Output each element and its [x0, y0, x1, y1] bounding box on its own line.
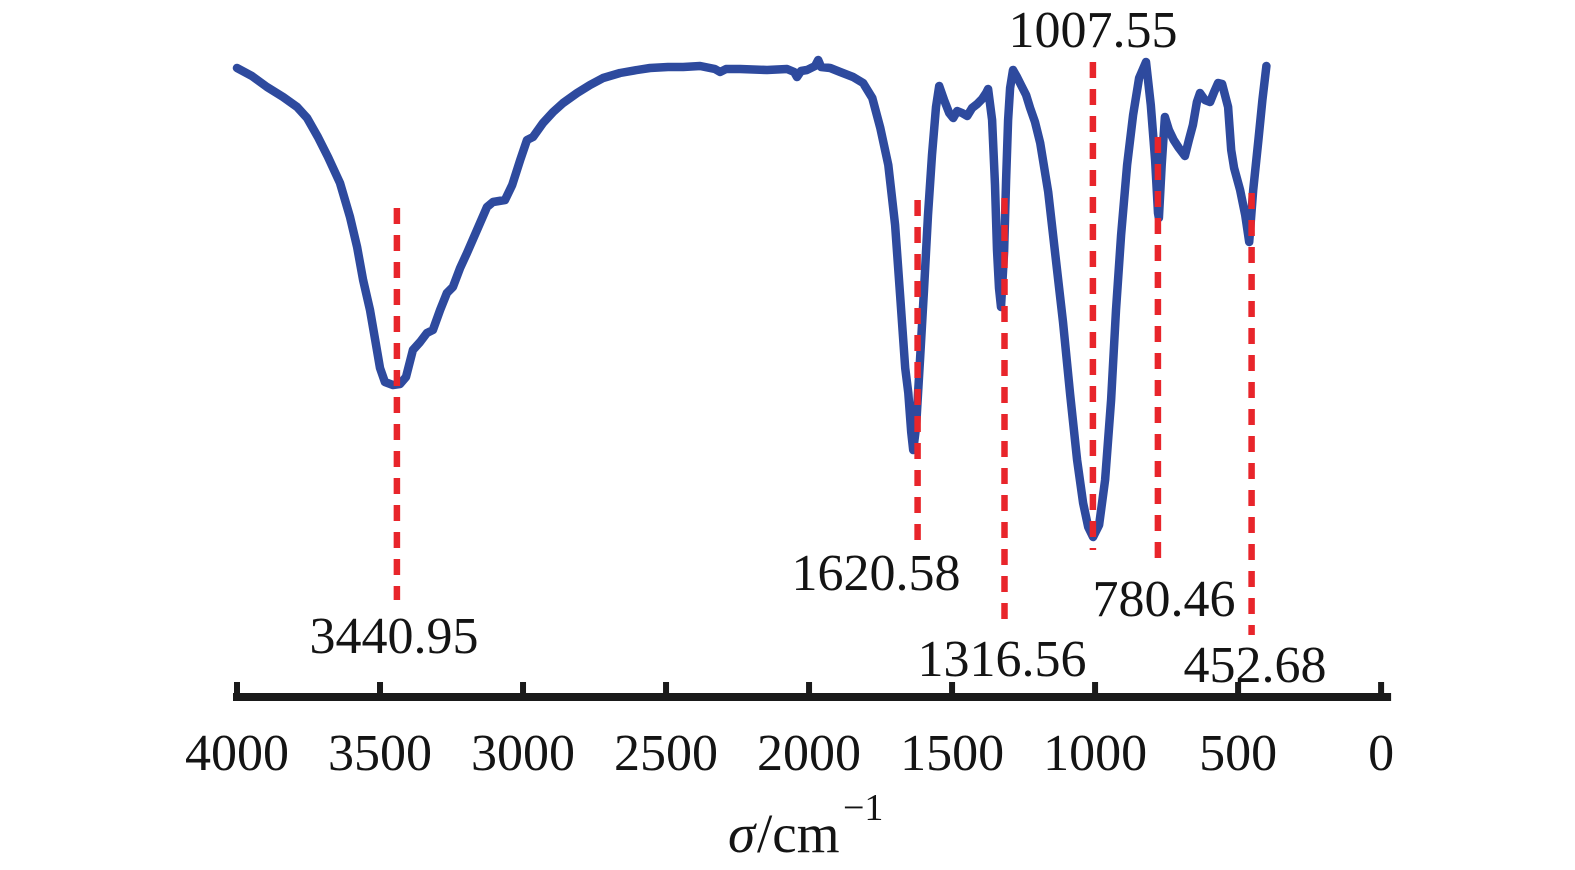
x-axis-tick-label: 4000: [185, 725, 289, 782]
peak-label: 1007.55: [1009, 2, 1178, 59]
x-axis-tick: [806, 682, 813, 694]
peak-label: 780.46: [1093, 571, 1236, 628]
x-axis-title: σ /cm −1: [728, 787, 883, 864]
x-axis-tick: [663, 682, 670, 694]
x-axis-tick-label: 1000: [1043, 725, 1147, 782]
x-axis-title-superscript: −1: [843, 787, 883, 829]
peak-label: 1316.56: [918, 631, 1087, 688]
x-axis-tick-label: 1500: [900, 725, 1004, 782]
x-axis-tick-label: 500: [1199, 725, 1277, 782]
x-axis-tick: [949, 682, 956, 694]
peak-label: 452.68: [1184, 637, 1327, 694]
x-axis-line: [233, 693, 1392, 701]
x-axis-tick: [1378, 682, 1385, 694]
x-axis-title-sigma: σ: [728, 803, 757, 864]
x-axis-tick: [520, 682, 527, 694]
spectrum-curve-layer: [232, 55, 1271, 542]
peak-label: 3440.95: [310, 608, 479, 665]
x-axis-tick: [1235, 682, 1242, 694]
peak-marker-layer: 3440.95 1620.58 1316.56 1007.55 780.46 452.68: [310, 2, 1327, 694]
x-axis-tick-label: 0: [1368, 725, 1394, 782]
x-axis-tick-label: 3500: [328, 725, 432, 782]
peak-label: 1620.58: [792, 545, 961, 602]
x-axis-tick: [377, 682, 384, 694]
spectrum-curve: [232, 55, 1271, 542]
x-axis-tick-label: 3000: [471, 725, 575, 782]
x-axis-tick-label: 2000: [757, 725, 861, 782]
x-axis-title-unit: /cm: [757, 803, 839, 864]
x-axis-tick: [234, 682, 240, 694]
x-axis-tick: [1092, 682, 1099, 694]
x-axis-layer: 4000 3500 3000 2500 2000 1500 1000 500 0: [185, 682, 1394, 782]
x-axis-tick-label: 2500: [614, 725, 718, 782]
